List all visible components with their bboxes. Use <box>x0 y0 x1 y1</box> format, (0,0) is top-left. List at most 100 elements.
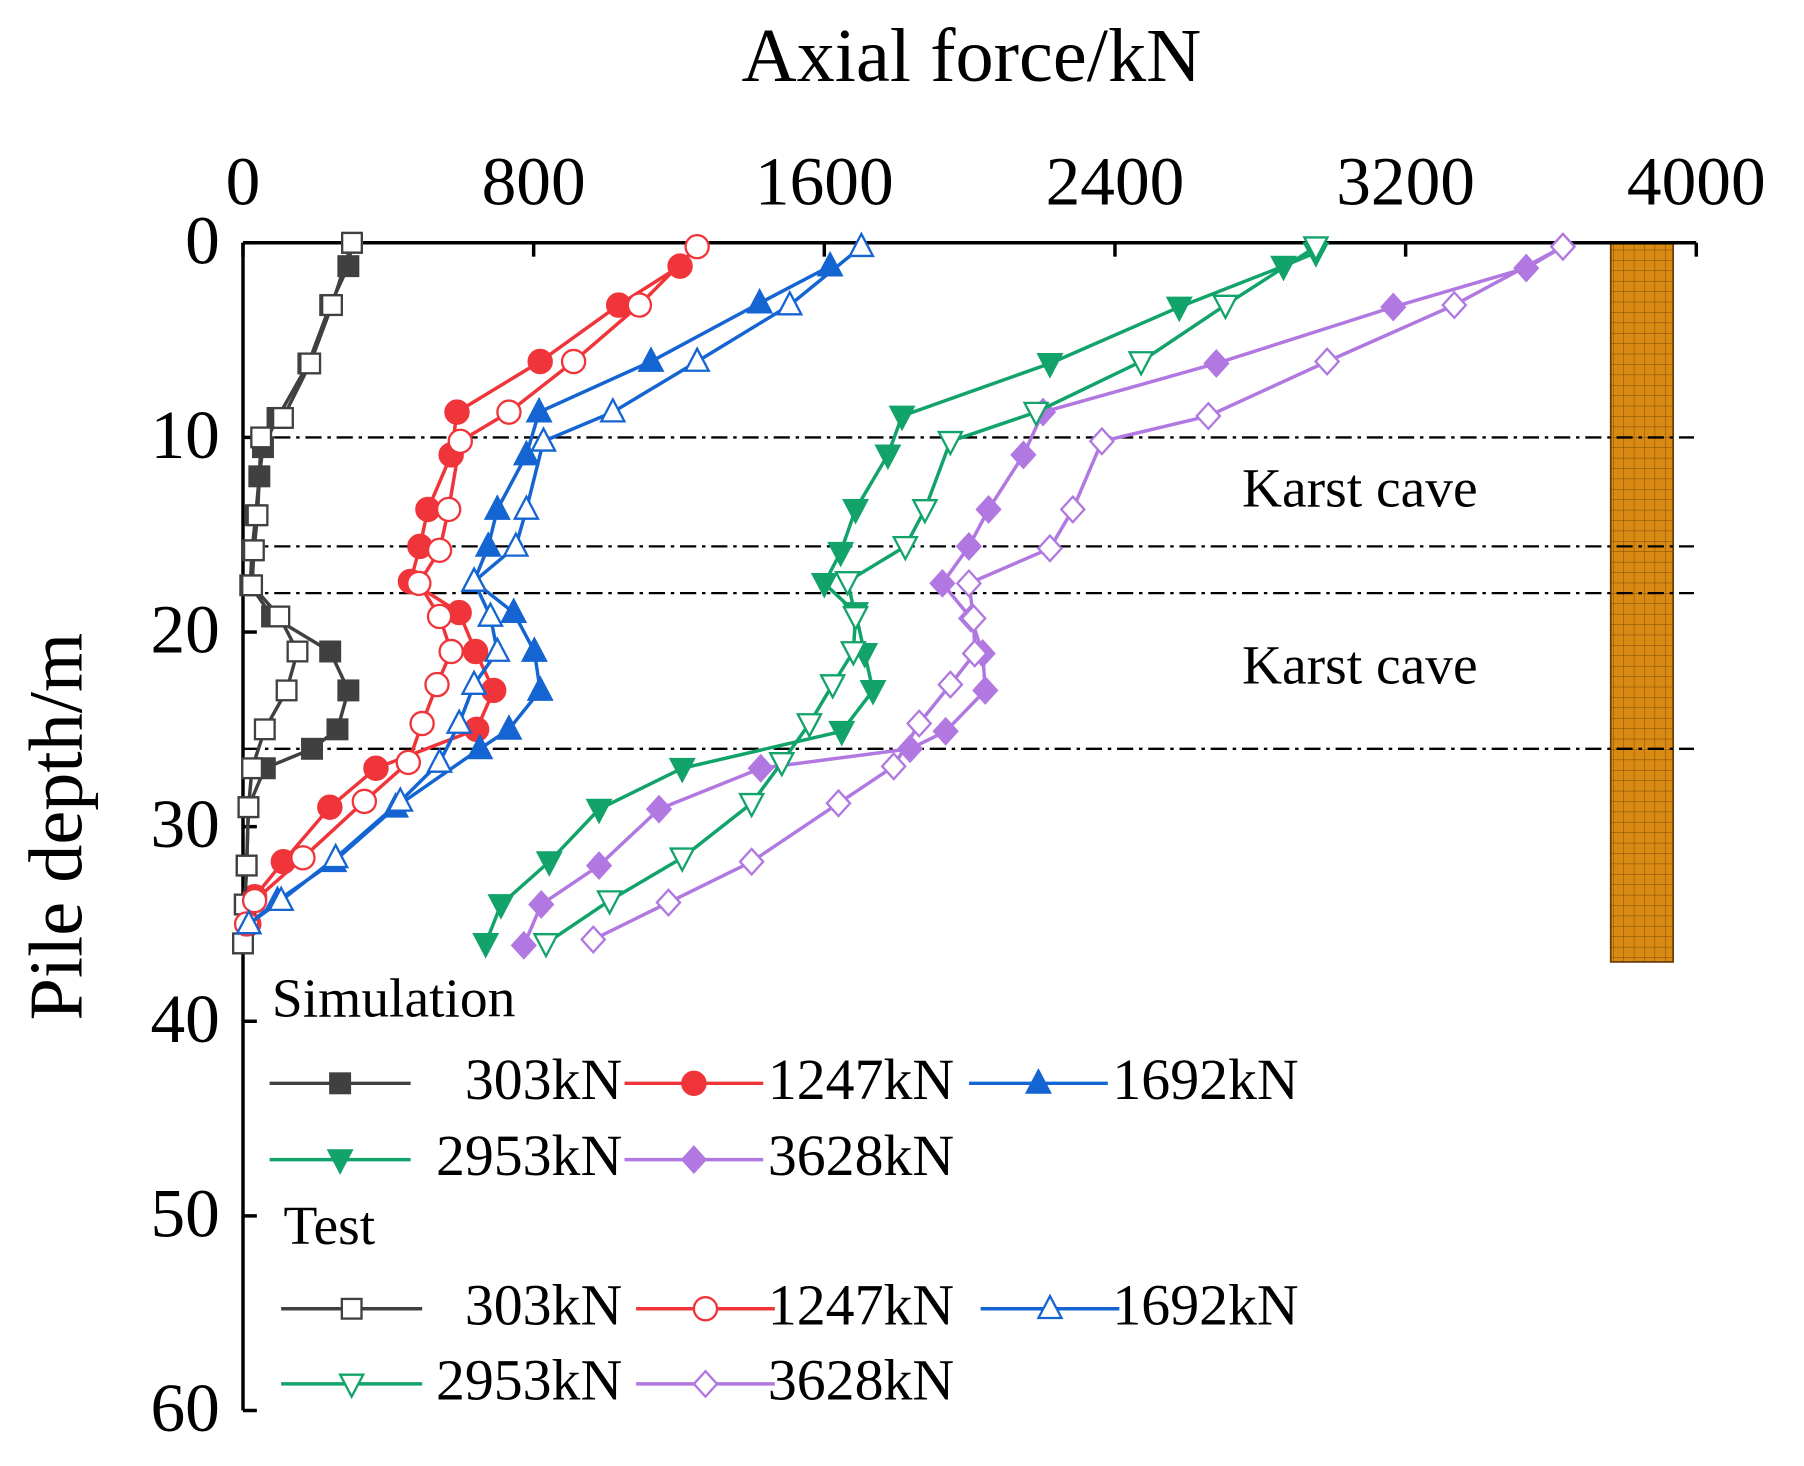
marker <box>426 537 453 564</box>
marker <box>275 679 298 702</box>
marker <box>560 348 587 375</box>
marker <box>472 933 500 959</box>
legend-title: Simulation <box>272 968 516 1029</box>
marker <box>462 638 489 665</box>
marker <box>1010 440 1037 470</box>
marker <box>386 786 414 812</box>
marker <box>317 794 343 820</box>
marker <box>406 570 432 597</box>
marker <box>301 737 324 760</box>
x-tick-label: 800 <box>482 143 586 220</box>
y-tick-label: 20 <box>151 592 220 669</box>
marker <box>237 796 260 819</box>
y-axis-title: Pile depth/m <box>13 633 98 1021</box>
marker <box>1203 349 1230 378</box>
legend-marker <box>681 1070 707 1097</box>
marker <box>520 636 548 662</box>
marker <box>290 845 316 871</box>
marker <box>232 932 254 955</box>
marker <box>532 933 560 959</box>
marker <box>527 348 553 375</box>
marker <box>645 794 673 824</box>
marker <box>1059 494 1086 524</box>
marker <box>271 406 294 429</box>
marker <box>1036 533 1064 563</box>
marker <box>466 733 494 760</box>
marker <box>626 292 653 318</box>
marker <box>445 708 473 734</box>
y-tick-label: 60 <box>151 1370 220 1447</box>
y-tick-label: 0 <box>185 202 220 279</box>
marker <box>655 888 682 917</box>
marker <box>842 606 870 632</box>
marker <box>906 709 933 738</box>
marker <box>529 426 557 452</box>
marker <box>526 675 554 701</box>
legend-label: 303kN <box>465 1047 622 1112</box>
legend-label: 2953kN <box>436 1123 622 1188</box>
marker <box>496 399 522 425</box>
marker <box>1302 236 1330 262</box>
marker <box>409 710 435 737</box>
marker <box>235 854 258 877</box>
marker <box>528 890 555 919</box>
marker <box>828 720 856 747</box>
marker <box>241 574 264 597</box>
marker <box>1088 426 1116 456</box>
x-tick-label: 2400 <box>1046 143 1185 220</box>
marker <box>738 792 766 819</box>
marker <box>825 788 852 818</box>
marker <box>596 890 624 916</box>
marker <box>253 718 276 741</box>
marker <box>512 494 540 520</box>
marker <box>1127 351 1155 377</box>
legend-marker <box>1024 1068 1052 1094</box>
marker <box>960 603 987 633</box>
marker <box>474 531 502 557</box>
series-line <box>484 250 1317 945</box>
marker <box>891 535 919 562</box>
marker <box>585 851 613 881</box>
marker <box>483 636 511 662</box>
x-tick-label: 0 <box>226 143 261 220</box>
marker <box>268 605 291 628</box>
legend-label: 3628kN <box>768 1123 954 1188</box>
marker <box>1195 401 1222 431</box>
marker <box>460 566 488 592</box>
marker <box>580 925 607 954</box>
marker <box>1022 401 1050 428</box>
marker <box>500 597 528 623</box>
marker <box>827 541 855 568</box>
series-line <box>522 245 1564 947</box>
marker <box>842 499 870 525</box>
legend-label: 303kN <box>465 1272 622 1337</box>
marker <box>683 346 711 372</box>
marker <box>1314 347 1341 376</box>
marker <box>776 289 804 316</box>
legend-marker <box>692 1296 719 1322</box>
marker <box>746 287 774 314</box>
x-tick-label: 1600 <box>755 143 894 220</box>
marker <box>438 638 464 665</box>
marker <box>888 405 916 432</box>
marker <box>880 751 907 781</box>
marker <box>267 885 295 912</box>
marker <box>483 494 511 520</box>
legend-label: 2953kN <box>436 1347 622 1412</box>
legend-marker <box>329 1072 352 1095</box>
marker <box>424 671 450 698</box>
marker <box>242 539 265 562</box>
marker <box>599 396 627 423</box>
marker <box>476 601 504 627</box>
series-line <box>545 245 1317 945</box>
marker <box>816 250 844 277</box>
marker <box>321 294 343 317</box>
marker <box>447 428 473 455</box>
marker <box>435 496 462 523</box>
marker <box>326 718 349 741</box>
marker <box>834 571 862 597</box>
marker <box>955 531 983 561</box>
marker <box>819 674 847 700</box>
marker <box>1036 353 1064 379</box>
